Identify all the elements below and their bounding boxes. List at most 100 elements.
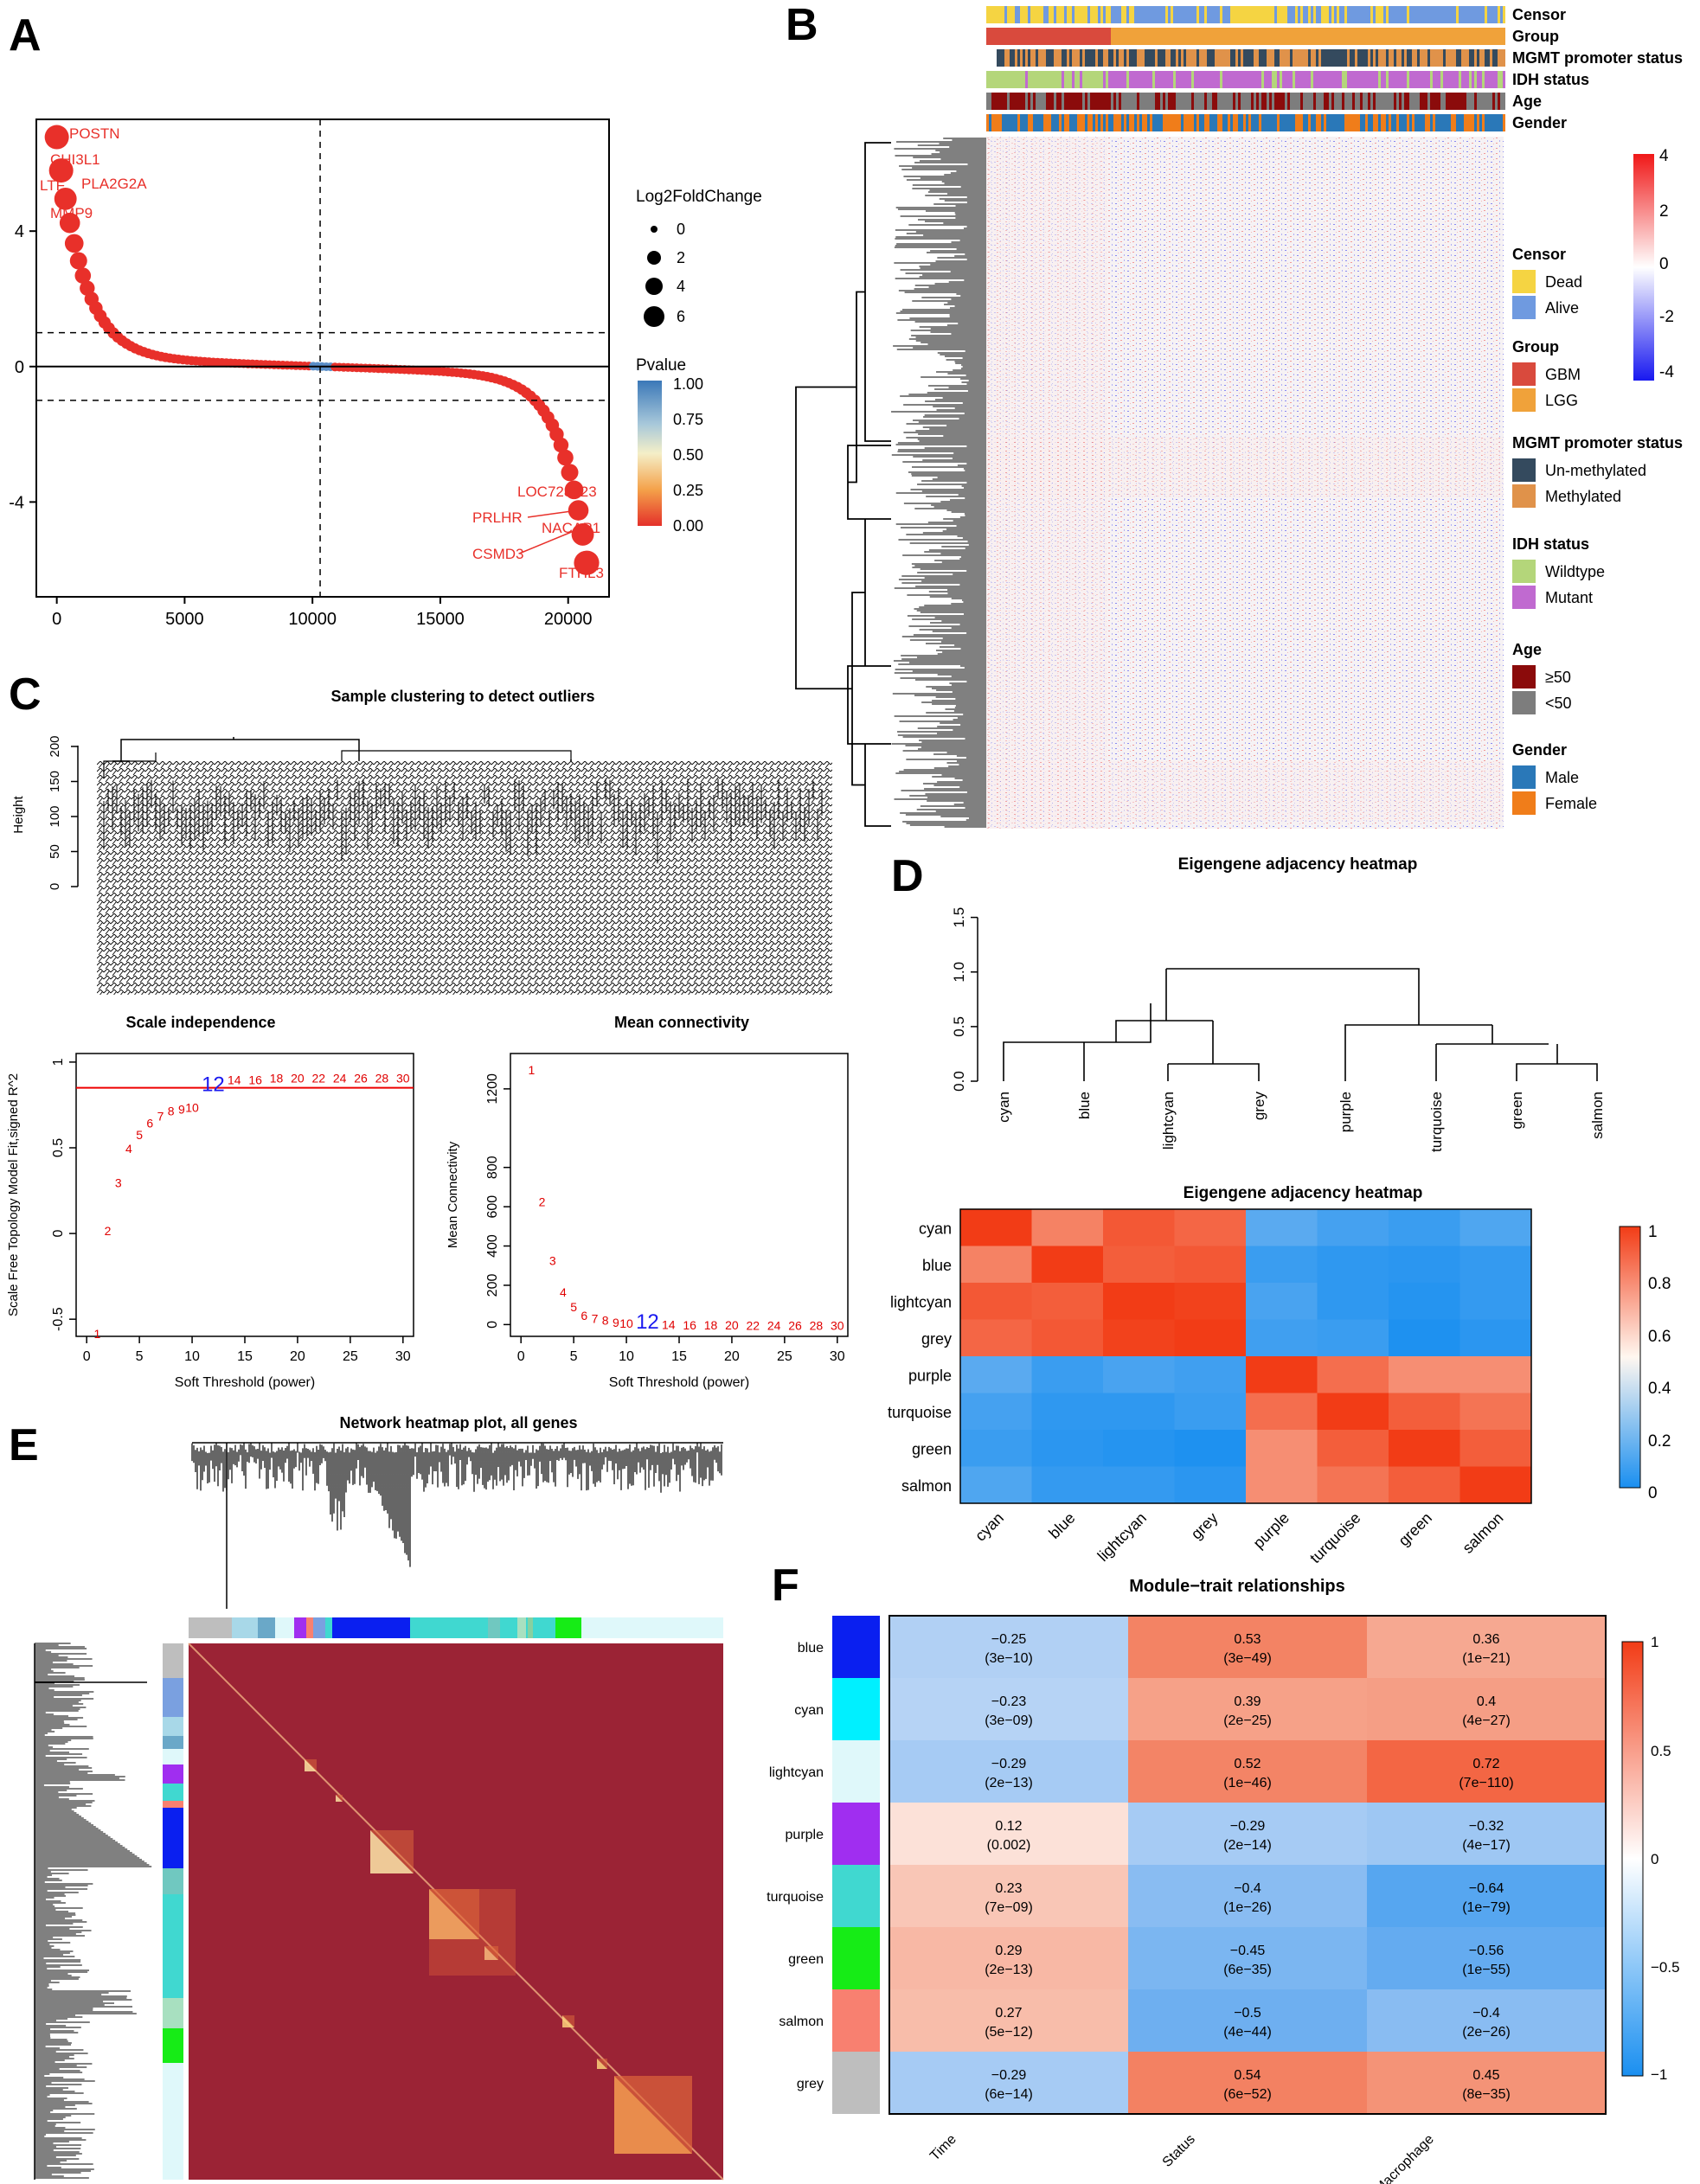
cell-value: 0.36 (1472, 1632, 1499, 1647)
track-cell (1435, 93, 1438, 110)
track-cell (1072, 71, 1075, 88)
data-point (571, 522, 594, 546)
leaf-label: green (1509, 1092, 1525, 1129)
track-cell (1129, 93, 1132, 110)
track-cell (1451, 49, 1453, 67)
track-cell (1264, 6, 1267, 23)
track-cell (1043, 6, 1046, 23)
track-cell (1132, 93, 1134, 110)
track-cell (1075, 49, 1077, 67)
track-cell (1028, 71, 1030, 88)
track-cell (1059, 28, 1062, 45)
track-cell (1459, 28, 1461, 45)
plot-frame (75, 1053, 414, 1337)
track-cell (1407, 49, 1409, 67)
track-cell (1186, 49, 1189, 67)
track-cell (1235, 71, 1238, 88)
track-cell (1077, 93, 1080, 110)
track-cell (1355, 114, 1357, 131)
track-cell (1386, 49, 1389, 67)
track-cell (1324, 93, 1326, 110)
track-cell (1056, 28, 1059, 45)
power-point: 12 (636, 1310, 659, 1334)
track-cell (991, 114, 994, 131)
pvalue-label: 0.00 (673, 517, 703, 535)
track-cell (1077, 6, 1080, 23)
track-cell (1430, 114, 1433, 131)
track-cell (1461, 49, 1464, 67)
track-cell (1427, 49, 1430, 67)
panel-e-network-heatmap: Network heatmap plot, all genes (34, 1414, 724, 2181)
track-cell (1150, 6, 1152, 23)
panel-c-wgcna: Sample clustering to detect outliers 050… (6, 688, 849, 1390)
track-cell (1326, 28, 1329, 45)
track-cell (1049, 6, 1051, 23)
track-cell (1360, 49, 1363, 67)
power-point: 4 (125, 1142, 132, 1156)
track-cell (1383, 114, 1386, 131)
track-cell (1230, 71, 1233, 88)
track-cell (1308, 6, 1311, 23)
track-cell (1217, 49, 1220, 67)
track-cell (1121, 49, 1124, 67)
power-point: 14 (662, 1318, 676, 1332)
power-point: 2 (539, 1194, 546, 1208)
track-cell (991, 49, 994, 67)
pvalue-colorbar-labels: 1.00 0.75 0.50 0.25 0.00 (673, 375, 703, 535)
track-cell (1059, 71, 1062, 88)
track-cell (1015, 93, 1017, 110)
x-tick-label: 10 (184, 1349, 200, 1364)
power-point: 4 (560, 1285, 567, 1299)
module-color-left (163, 2063, 183, 2180)
track-cell (1049, 71, 1051, 88)
track-cell (1160, 49, 1163, 67)
track-cell (1202, 71, 1204, 88)
legend-swatch (1512, 665, 1536, 689)
track-cell (1020, 114, 1023, 131)
row-label: grey (797, 2077, 824, 2091)
track-cell (1285, 28, 1287, 45)
track-cell (1062, 114, 1064, 131)
track-cell (1220, 93, 1222, 110)
track-cell (1069, 71, 1072, 88)
track-cell (1261, 6, 1264, 23)
track-cell (1196, 93, 1199, 110)
module-swatch (832, 2052, 880, 2114)
track-cell (1111, 6, 1113, 23)
track-cell (1287, 71, 1290, 88)
track-cell (1254, 49, 1256, 67)
dendrogram-branches (103, 778, 823, 864)
legend-title: Censor (1512, 246, 1566, 263)
track-cell (1391, 93, 1394, 110)
track-cell (1280, 93, 1282, 110)
row-label: salmon (901, 1477, 952, 1495)
track-cell (1360, 71, 1363, 88)
track-cell (1165, 6, 1168, 23)
track-cell (994, 49, 997, 67)
track-cell (1230, 49, 1233, 67)
track-cell (1293, 114, 1295, 131)
track-cell (1464, 28, 1466, 45)
track-cell (1087, 93, 1090, 110)
track-cell (1165, 71, 1168, 88)
track-cell (1080, 28, 1082, 45)
module-swatch (832, 1740, 880, 1803)
track-cell (1090, 28, 1093, 45)
track-cell (1298, 49, 1300, 67)
cell-pvalue: (7e−09) (985, 1900, 1033, 1915)
track-cell (1267, 93, 1269, 110)
track-cell (1220, 114, 1222, 131)
track-cell (1100, 93, 1103, 110)
track-cell (1453, 49, 1456, 67)
legend-swatch (1512, 484, 1536, 508)
track-cell (1472, 6, 1474, 23)
track-cell (1051, 6, 1054, 23)
track-cell (1355, 71, 1357, 88)
track-cell (1329, 28, 1331, 45)
track-cell (1189, 49, 1191, 67)
track-cell (1477, 71, 1479, 88)
track-cell (1347, 28, 1350, 45)
track-cell (1267, 114, 1269, 131)
power-point: 10 (185, 1100, 199, 1114)
